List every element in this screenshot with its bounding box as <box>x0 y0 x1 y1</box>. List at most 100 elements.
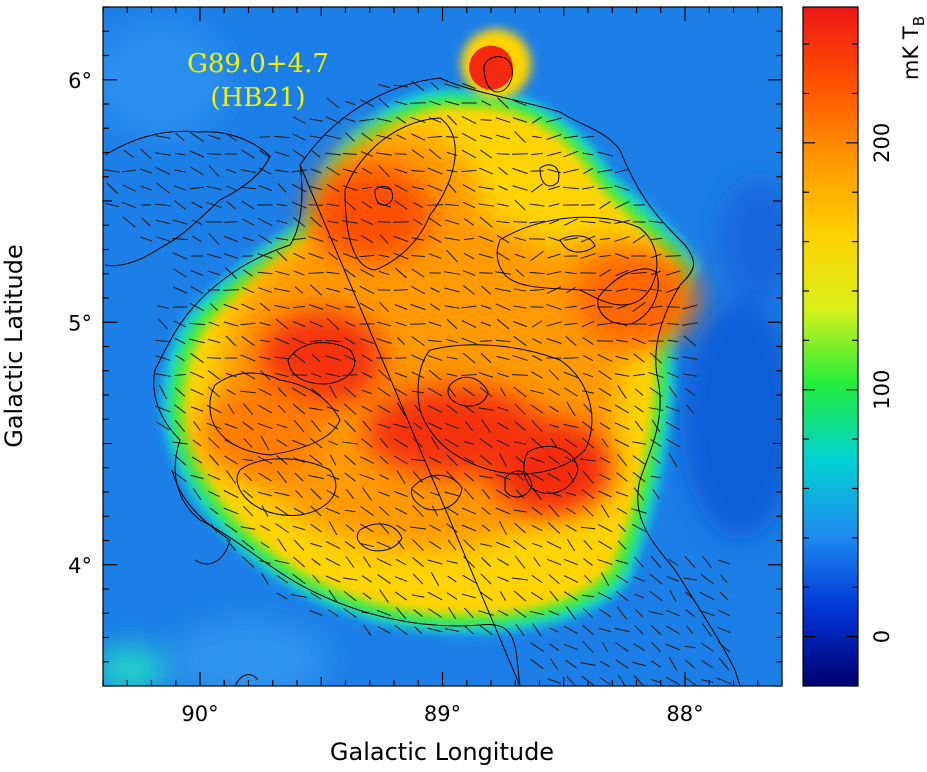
polarization-vector <box>444 237 460 241</box>
polarization-vector <box>376 541 392 549</box>
polarization-vector <box>529 220 545 224</box>
polarization-vector <box>598 490 612 498</box>
polarization-vector <box>616 453 628 467</box>
polarization-vector <box>548 219 560 225</box>
polarization-vector <box>564 591 578 601</box>
polarization-vector <box>413 438 423 448</box>
polarization-vector <box>243 438 253 448</box>
polarization-vector <box>397 337 405 345</box>
polarization-vector <box>396 134 406 140</box>
polarization-vector <box>343 607 357 619</box>
polarization-vector <box>514 421 526 431</box>
polarization-vector <box>513 509 527 513</box>
polarization-vector <box>274 270 290 276</box>
polarization-vector <box>310 523 322 533</box>
polarization-vector <box>223 489 239 499</box>
polarization-vector <box>462 574 476 584</box>
polarization-vector <box>496 234 510 244</box>
polarization-vector <box>411 594 425 598</box>
polarization-vector <box>277 183 287 193</box>
polarization-vector <box>446 592 458 600</box>
polarization-vector <box>464 607 474 619</box>
polarization-vector <box>686 625 694 635</box>
polarization-vector <box>581 204 595 206</box>
polarization-vector <box>241 556 255 568</box>
polarization-vector <box>563 168 579 174</box>
polarization-vector <box>583 539 593 551</box>
polarization-vector <box>565 524 577 532</box>
polarization-vector <box>394 387 408 397</box>
polarization-vector <box>189 322 205 326</box>
polarization-vector <box>447 183 457 193</box>
polarization-vector <box>292 321 306 327</box>
polarization-vector <box>547 185 561 191</box>
polarization-vector <box>190 285 204 295</box>
polarization-vector <box>479 591 493 601</box>
polarization-vector <box>396 470 406 484</box>
polarization-vector <box>309 185 323 191</box>
polarization-vector <box>631 661 647 667</box>
polarization-vector <box>514 199 526 211</box>
polarization-vector <box>310 387 322 397</box>
polarization-vector <box>599 220 611 224</box>
polarization-vector <box>480 119 492 121</box>
polarization-vector <box>530 183 544 193</box>
polarization-vector <box>174 374 186 376</box>
polarization-vector <box>359 254 375 258</box>
polarization-vector <box>444 287 460 293</box>
polarization-vector <box>226 200 236 210</box>
polarization-vector <box>293 306 305 308</box>
polarization-vector <box>461 149 477 159</box>
polarization-vector <box>240 168 256 174</box>
polarization-vector <box>427 559 443 565</box>
polarization-vector <box>549 590 559 602</box>
polarization-vector <box>462 184 476 192</box>
polarization-vector <box>192 235 202 243</box>
polarization-vector <box>444 627 460 633</box>
polarization-vector <box>326 271 340 275</box>
polarization-vector <box>242 458 254 462</box>
polarization-vector <box>344 337 356 345</box>
polarization-vector <box>563 387 579 397</box>
polarization-vector <box>293 252 305 260</box>
polarization-vector <box>702 555 712 569</box>
polarization-vector <box>292 337 306 345</box>
polarization-vector <box>378 254 390 258</box>
polarization-vector <box>240 526 256 530</box>
polarization-vector <box>499 520 507 536</box>
polarization-vector <box>464 625 474 635</box>
colorbar-tick-label: 100 <box>870 370 894 410</box>
polarization-vector <box>650 475 662 479</box>
polarization-vector <box>634 556 644 568</box>
polarization-vector <box>274 491 290 497</box>
polarization-vector <box>667 372 679 378</box>
polarization-vector <box>565 659 577 669</box>
polarization-vector <box>580 526 596 530</box>
polarization-vector <box>718 657 730 671</box>
polarization-vector <box>274 304 290 310</box>
polarization-vector <box>548 643 560 651</box>
polarization-vector <box>411 186 425 190</box>
polarization-vector <box>550 437 558 449</box>
colorbar-tick-label: 200 <box>870 123 894 163</box>
polarization-vector <box>329 385 337 399</box>
polarization-vector <box>224 235 238 243</box>
polarization-vector <box>446 249 458 263</box>
polarization-vector <box>648 321 664 327</box>
polarization-vector <box>600 571 610 587</box>
polarization-vector <box>515 489 525 499</box>
polarization-vector <box>496 541 510 549</box>
polarization-vector <box>327 608 339 618</box>
polarization-vector <box>224 523 238 533</box>
polarization-vector <box>547 253 561 259</box>
polarization-vector <box>325 372 341 378</box>
polarization-vector <box>325 575 341 583</box>
colorbar-label-subscript: B <box>910 16 927 26</box>
polarization-vector <box>260 435 270 451</box>
polarization-vector <box>377 369 391 381</box>
polarization-vector <box>394 267 408 279</box>
polarization-vector <box>226 539 236 551</box>
polarization-vector <box>325 304 341 310</box>
polarization-vector <box>462 82 476 90</box>
